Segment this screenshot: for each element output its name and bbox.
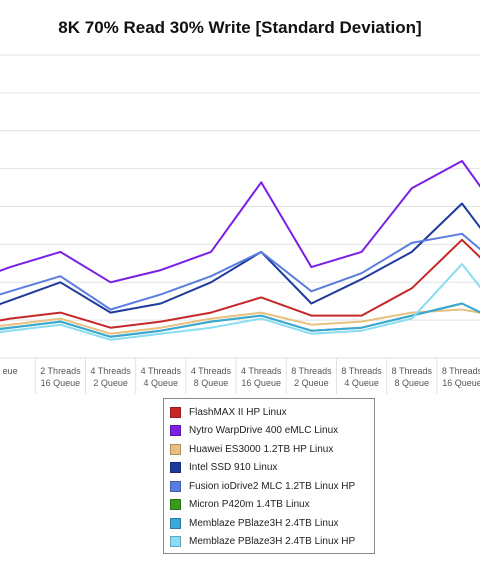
legend-item: Memblaze PBlaze3H 2.4TB Linux — [164, 514, 374, 533]
x-tick-label: 4 Threads 8 Queue — [191, 366, 232, 388]
legend-label: Intel SSD 910 Linux — [189, 462, 278, 474]
legend-swatch — [170, 406, 181, 418]
legend-label: Memblaze PBlaze3H 2.4TB Linux HP — [189, 536, 356, 548]
series-line-7 — [0, 302, 480, 338]
legend-item: Intel SSD 910 Linux — [164, 459, 374, 478]
series-line-3 — [0, 308, 480, 335]
x-tick-label: 4 Threads 16 Queue — [241, 366, 282, 388]
legend-item: Micron P420m 1.4TB Linux — [164, 496, 374, 515]
x-tick-label: 8 Threads 2 Queue — [291, 366, 332, 388]
series-line-5 — [0, 232, 480, 311]
legend-swatch — [170, 480, 181, 492]
legend-label: Memblaze PBlaze3H 2.4TB Linux — [189, 517, 339, 529]
chart-title: 8K 70% Read 30% Write [Standard Deviatio… — [58, 18, 422, 37]
legend-label: Fusion ioDrive2 MLC 1.2TB Linux HP — [189, 480, 356, 492]
grid-lines — [0, 54, 480, 394]
legend-item: Fusion ioDrive2 MLC 1.2TB Linux HP — [164, 477, 374, 496]
legend-swatch — [170, 443, 181, 455]
legend-swatch — [170, 462, 181, 474]
legend-label: Micron P420m 1.4TB Linux — [189, 499, 310, 511]
chart-legend: FlashMAX II HP Linux Nytro WarpDrive 400 … — [163, 398, 375, 554]
line-chart: eue 2 Threads 16 Queue 4 Threads 2 Queue 4 Th… — [0, 54, 480, 394]
x-tick-label: 4 Threads 2 Queue — [90, 366, 131, 388]
series-line-1 — [0, 238, 480, 329]
legend-item: Memblaze PBlaze3H 2.4TB Linux HP — [164, 533, 374, 552]
series-line-8 — [0, 263, 480, 341]
legend-swatch — [170, 425, 181, 437]
legend-swatch — [170, 499, 181, 511]
x-tick-label: 2 Threads 16 Queue — [40, 366, 81, 388]
x-tick-label: 8 Threads 4 Queue — [341, 366, 382, 388]
x-tick-label: 4 Threads 4 Queue — [141, 366, 182, 388]
legend-item: FlashMAX II HP Linux — [164, 403, 374, 422]
legend-label: FlashMAX II HP Linux — [189, 406, 287, 418]
x-tick-label: 8 Threads 8 Queue — [392, 366, 433, 388]
legend-label: Huawei ES3000 1.2TB HP Linux — [189, 443, 334, 455]
series-line-2 — [0, 160, 480, 284]
series-group — [0, 160, 480, 341]
legend-swatch — [170, 536, 181, 548]
legend-item: Nytro WarpDrive 400 eMLC Linux — [164, 422, 374, 441]
series-line-4 — [0, 202, 480, 314]
legend-item: Huawei ES3000 1.2TB HP Linux — [164, 440, 374, 459]
x-tick-label: 8 Threads 16 Queue — [442, 366, 480, 388]
legend-swatch — [170, 517, 181, 529]
x-axis-labels: eue 2 Threads 16 Queue 4 Threads 2 Queue 4 Th… — [3, 366, 480, 388]
x-tick-label: eue — [3, 366, 18, 376]
legend-label: Nytro WarpDrive 400 eMLC Linux — [189, 425, 339, 437]
